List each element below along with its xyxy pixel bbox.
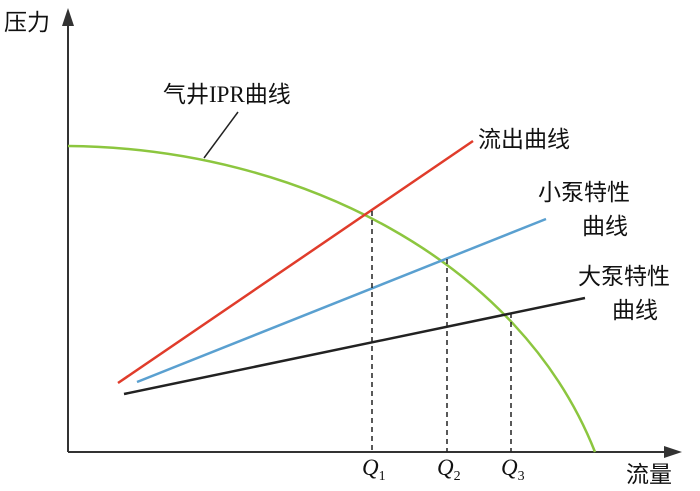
x-label: 流量 <box>626 462 672 487</box>
q-sub: 3 <box>518 469 525 484</box>
q-label: Q2 <box>437 455 461 484</box>
x-arrow <box>664 446 682 458</box>
leader-line <box>203 111 239 159</box>
q-sub: 2 <box>454 469 461 484</box>
q-sub: 1 <box>379 469 386 484</box>
large-pump-label: 曲线 <box>612 298 658 323</box>
q-main: Q <box>501 455 518 480</box>
large-pump-label: 大泵特性 <box>578 264 670 289</box>
large-pump-line <box>123 296 586 396</box>
q-label: Q3 <box>501 455 525 484</box>
small-pump-line <box>136 217 547 384</box>
ipr-label: 气井IPR曲线 <box>163 82 291 107</box>
y-label: 压力 <box>4 10 50 35</box>
ipr-curve <box>67 144 597 453</box>
q-label: Q1 <box>362 455 386 484</box>
q-main: Q <box>362 455 379 480</box>
outflow-line <box>117 139 474 385</box>
small-pump-label: 曲线 <box>582 214 628 239</box>
y-arrow <box>62 8 74 26</box>
outflow-label: 流出曲线 <box>478 127 570 152</box>
small-pump-label: 小泵特性 <box>538 180 630 205</box>
q-main: Q <box>437 455 454 480</box>
